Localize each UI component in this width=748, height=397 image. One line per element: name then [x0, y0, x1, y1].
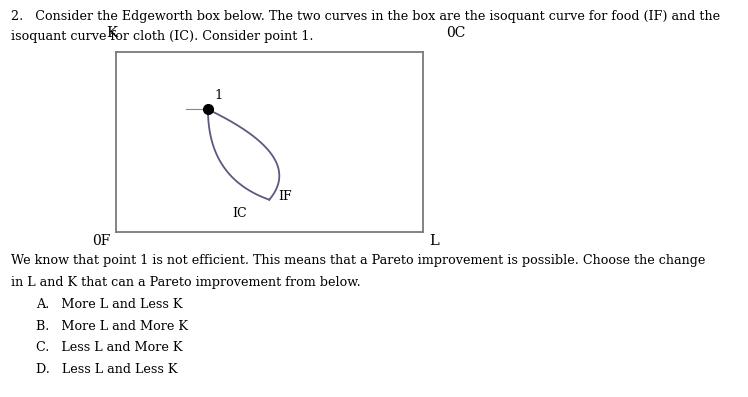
Text: K: K — [107, 26, 117, 40]
Text: 0C: 0C — [447, 26, 466, 40]
Text: isoquant curve for cloth (IC). Consider point 1.: isoquant curve for cloth (IC). Consider … — [11, 30, 313, 43]
Text: 1: 1 — [214, 89, 222, 102]
Text: We know that point 1 is not efficient. This means that a Pareto improvement is p: We know that point 1 is not efficient. T… — [11, 254, 705, 267]
Text: IC: IC — [233, 207, 247, 220]
Text: D.   Less L and Less K: D. Less L and Less K — [36, 363, 177, 376]
Text: C.   Less L and More K: C. Less L and More K — [36, 341, 183, 355]
Text: A.   More L and Less K: A. More L and Less K — [36, 298, 183, 311]
Text: 2.   Consider the Edgeworth box below. The two curves in the box are the isoquan: 2. Consider the Edgeworth box below. The… — [11, 10, 720, 23]
Text: B.   More L and More K: B. More L and More K — [36, 320, 188, 333]
Text: IF: IF — [278, 190, 292, 202]
Text: L: L — [429, 234, 439, 248]
Text: in L and K that can a Pareto improvement from below.: in L and K that can a Pareto improvement… — [11, 276, 361, 289]
Text: 0F: 0F — [92, 234, 110, 248]
